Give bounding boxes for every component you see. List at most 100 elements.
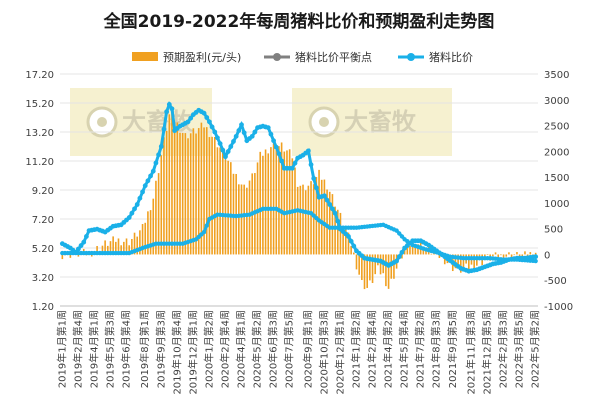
profit-bar bbox=[310, 181, 312, 255]
profit-bar bbox=[224, 159, 227, 255]
ratio-point bbox=[308, 162, 314, 168]
profit-bar bbox=[510, 254, 513, 259]
ratio-point bbox=[313, 185, 319, 191]
profit-bar bbox=[243, 184, 245, 255]
profit-bar bbox=[459, 254, 462, 273]
ratio-point bbox=[327, 202, 333, 207]
ratio-point bbox=[148, 173, 153, 179]
profit-bar bbox=[69, 254, 72, 258]
x-tick-label: 2021年4月第2周 bbox=[382, 310, 395, 388]
profit-bar bbox=[374, 254, 377, 275]
profit-bar bbox=[326, 189, 328, 255]
profit-bar bbox=[492, 254, 494, 257]
profit-bar bbox=[500, 254, 502, 256]
y-right-tick-label: -1000 bbox=[544, 302, 573, 313]
balance-point bbox=[201, 229, 207, 235]
profit-bar bbox=[149, 210, 152, 255]
y-right-tick-label: 1000 bbox=[544, 199, 569, 210]
profit-bar bbox=[438, 254, 441, 259]
profit-bar bbox=[163, 137, 165, 255]
profit-bar bbox=[128, 245, 130, 255]
legend: 预期盈利(元/头) 猪料比价平衡点 猪料比价 bbox=[132, 50, 473, 64]
ratio-point bbox=[346, 234, 351, 239]
profit-bar bbox=[347, 232, 350, 255]
ratio-point bbox=[268, 131, 274, 137]
ratio-point bbox=[84, 234, 89, 239]
y-left-tick-label: 9.20 bbox=[32, 186, 54, 197]
watermark-logo-dot bbox=[97, 117, 107, 127]
profit-bar bbox=[323, 179, 326, 255]
x-tick-label: 2021年8月第3周 bbox=[430, 310, 443, 388]
profit-bar bbox=[283, 151, 286, 255]
ratio-point bbox=[351, 243, 357, 249]
profit-bar bbox=[304, 190, 307, 255]
ratio-point bbox=[132, 206, 137, 212]
ratio-point bbox=[188, 115, 194, 121]
profit-bar bbox=[238, 184, 240, 255]
profit-bar bbox=[334, 206, 336, 255]
profit-bar bbox=[403, 248, 406, 255]
y-left-tick-label: 13.20 bbox=[25, 128, 54, 139]
profit-bar bbox=[109, 241, 112, 255]
profit-bar bbox=[336, 209, 339, 255]
x-tick-label: 2020年1月第2周 bbox=[202, 310, 215, 388]
profit-bar bbox=[516, 252, 518, 255]
profit-bar bbox=[216, 147, 219, 255]
profit-bar bbox=[288, 149, 291, 255]
ratio-point bbox=[215, 135, 220, 141]
ratio-point bbox=[75, 246, 81, 252]
legend-item: 猪料比价 bbox=[398, 50, 473, 64]
ratio-point bbox=[396, 254, 402, 260]
profit-bar bbox=[262, 155, 264, 255]
profit-bar bbox=[197, 128, 200, 255]
profit-bar bbox=[104, 240, 106, 255]
ratio-point bbox=[161, 126, 167, 132]
profit-bar bbox=[358, 254, 360, 275]
ratio-point bbox=[289, 165, 295, 171]
legend-marker bbox=[273, 53, 281, 61]
y-left-tick-label: 11.20 bbox=[25, 157, 54, 168]
balance-point bbox=[204, 223, 209, 228]
profit-bar bbox=[361, 254, 363, 281]
profit-bar bbox=[200, 122, 203, 255]
x-tick-label: 2019年9月第3周 bbox=[154, 310, 167, 388]
ratio-point bbox=[249, 133, 255, 139]
y-left-tick-label: 7.20 bbox=[32, 215, 54, 226]
y-left-tick-label: 17.20 bbox=[25, 70, 54, 81]
ratio-point bbox=[142, 183, 148, 189]
ratio-point bbox=[153, 160, 159, 166]
profit-bar bbox=[101, 245, 104, 255]
profit-bar bbox=[115, 241, 117, 255]
profit-bar bbox=[371, 254, 374, 284]
profit-bar bbox=[406, 242, 409, 255]
profit-bar bbox=[230, 162, 232, 255]
profit-bar bbox=[366, 254, 368, 288]
profit-bar bbox=[302, 184, 304, 255]
ratio-point bbox=[223, 154, 228, 160]
ratio-point bbox=[399, 249, 405, 255]
balance-point bbox=[394, 228, 399, 233]
x-tick-label: 2021年1月第2周 bbox=[349, 310, 362, 388]
profit-bar bbox=[221, 147, 224, 255]
ratio-point bbox=[204, 115, 210, 120]
ratio-point bbox=[137, 195, 143, 201]
y-left-tick-label: 15.20 bbox=[25, 99, 54, 110]
profit-bar bbox=[312, 184, 315, 255]
profit-bar bbox=[320, 179, 323, 255]
x-tick-label: 2019年8月第1周 bbox=[138, 310, 151, 388]
y-right-tick-label: 3500 bbox=[544, 70, 569, 81]
profit-bar bbox=[280, 142, 283, 255]
ratio-point bbox=[322, 193, 327, 199]
x-tick-label: 2020年6月第3周 bbox=[267, 310, 280, 388]
profit-bar bbox=[240, 184, 243, 255]
ratio-line-series bbox=[59, 100, 539, 274]
x-tick-label: 2019年6月第4周 bbox=[120, 310, 133, 388]
profit-bar bbox=[77, 254, 80, 257]
profit-bar bbox=[409, 245, 411, 255]
profit-bar bbox=[339, 212, 342, 255]
x-tick-label: 2021年7月第2周 bbox=[414, 310, 427, 388]
profit-bar bbox=[181, 132, 184, 255]
ratio-point bbox=[225, 149, 231, 154]
profit-bar bbox=[144, 222, 147, 255]
profit-bar bbox=[513, 254, 516, 256]
